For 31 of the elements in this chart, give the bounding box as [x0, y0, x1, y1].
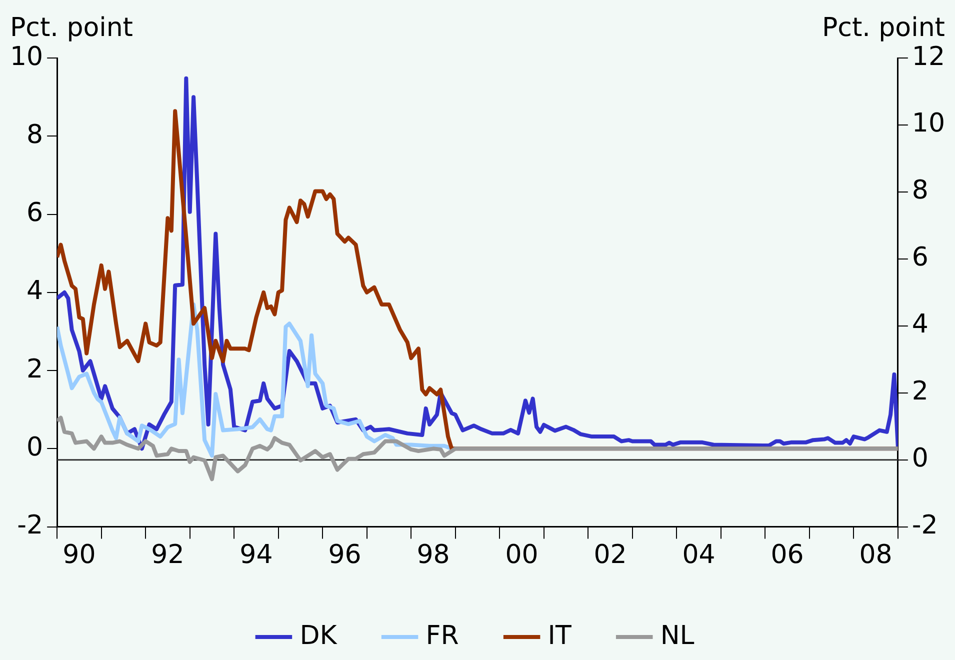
- x-tick-label: 98: [416, 540, 450, 570]
- y2-tick-label: 8: [912, 176, 928, 206]
- y2-tick-label: 4: [912, 310, 928, 340]
- x-tick-label: 04: [682, 540, 716, 570]
- y2-tick-label: 10: [912, 108, 946, 139]
- x-tick-label: 92: [151, 540, 184, 570]
- y2-tick-label: 2: [912, 376, 928, 407]
- x-tick-label: 00: [505, 540, 538, 570]
- legend-label: FR: [426, 620, 459, 651]
- x-tick-label: 08: [859, 540, 892, 570]
- legend-label: IT: [548, 620, 572, 651]
- y-tick-label: 2: [26, 354, 44, 384]
- y-tick-label: 6: [26, 198, 44, 228]
- legend-label: NL: [660, 620, 695, 651]
- y2-tick-label: 0: [912, 444, 928, 474]
- y-tick-label: -2: [17, 510, 44, 541]
- y-tick-label: 0: [26, 432, 44, 462]
- y-tick-label: 4: [26, 276, 44, 306]
- y-axis-title: Pct. point: [10, 12, 134, 43]
- y2-tick-label: -2: [912, 510, 938, 541]
- x-tick-label: 02: [594, 540, 627, 570]
- x-tick-label: 94: [240, 540, 273, 570]
- y-tick-label: 8: [26, 120, 44, 150]
- y2-tick-label: 6: [912, 242, 928, 273]
- y2-tick-label: 12: [912, 42, 946, 72]
- x-tick-label: 06: [770, 540, 804, 570]
- y2-axis-title: Pct. point: [822, 12, 945, 43]
- legend-label: DK: [300, 620, 338, 651]
- x-tick-label: 90: [62, 540, 96, 570]
- y-tick-label: 10: [10, 42, 44, 72]
- x-tick-label: 96: [328, 540, 362, 570]
